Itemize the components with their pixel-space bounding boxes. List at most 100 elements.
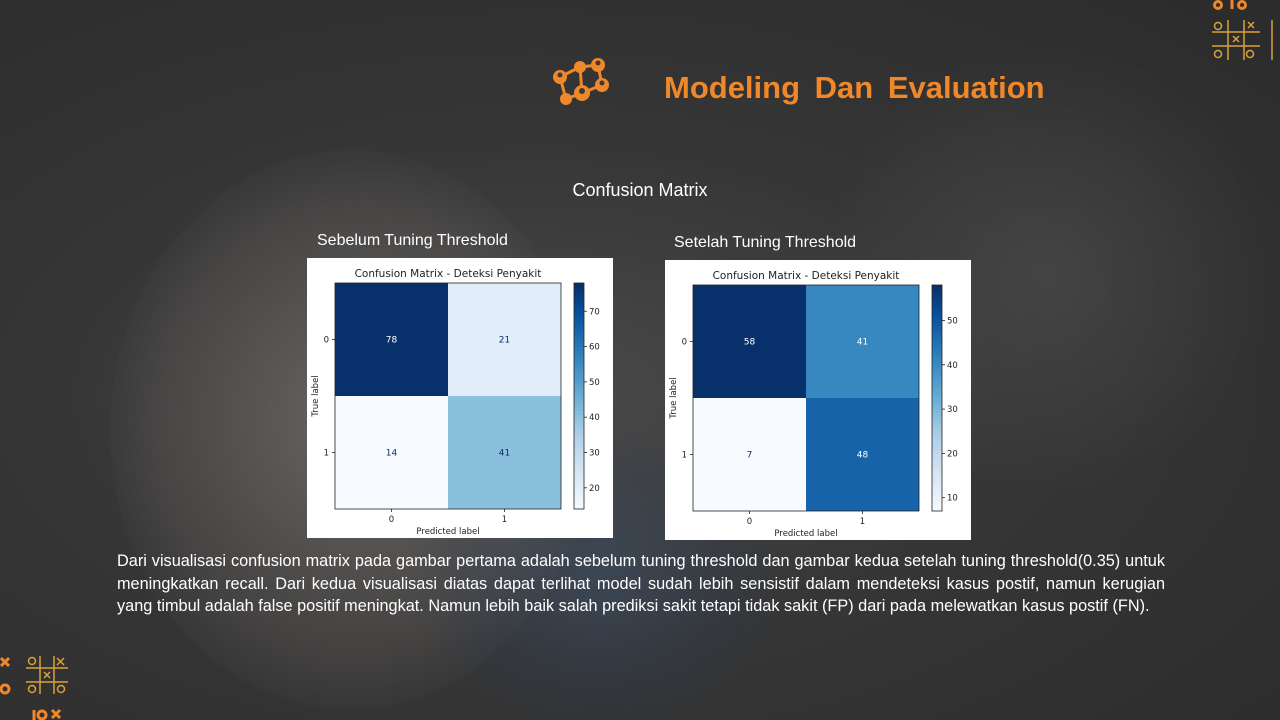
colorbar-segment bbox=[932, 341, 942, 346]
colorbar-segment bbox=[574, 501, 584, 506]
colorbar-segment bbox=[932, 398, 942, 403]
colorbar-tick-label: 30 bbox=[947, 405, 958, 415]
colorbar-segment bbox=[932, 469, 942, 474]
colorbar-segment bbox=[574, 343, 584, 348]
caption-before: Sebelum Tuning Threshold bbox=[317, 232, 508, 249]
colorbar-segment bbox=[932, 446, 942, 452]
colorbar-segment bbox=[574, 441, 584, 446]
matrix-frame bbox=[334, 282, 562, 510]
colorbar-segment bbox=[932, 428, 942, 433]
colorbar-segment bbox=[932, 507, 942, 512]
matrix-cell bbox=[806, 285, 919, 398]
confusion-matrix-before: Confusion Matrix - Deteksi Penyakit 78 21 1… bbox=[307, 258, 613, 538]
colorbar-segment bbox=[932, 413, 942, 418]
y-tick-label: 0 bbox=[682, 338, 687, 348]
confusion-matrix-after: Confusion Matrix - Deteksi Penyakit 58 41 7… bbox=[665, 260, 971, 540]
colorbar-segment bbox=[932, 488, 942, 493]
colorbar-segment bbox=[574, 369, 584, 374]
colorbar-tick-label: 50 bbox=[947, 316, 958, 326]
colorbar-segment bbox=[574, 407, 584, 412]
colorbar-segment bbox=[932, 390, 942, 395]
colorbar-segment bbox=[932, 315, 942, 320]
colorbar-segment bbox=[574, 433, 584, 439]
colorbar-segment bbox=[932, 462, 942, 467]
colorbar-tick-label: 30 bbox=[589, 449, 600, 459]
colorbar-segment bbox=[574, 411, 584, 416]
x-tick-label: 1 bbox=[502, 515, 507, 525]
colorbar-segment bbox=[574, 286, 584, 292]
colorbar-segment bbox=[574, 320, 584, 326]
colorbar-segment bbox=[932, 484, 942, 489]
colorbar-segment bbox=[932, 296, 942, 301]
colorbar-segment bbox=[932, 480, 942, 486]
colorbar-segment bbox=[574, 497, 584, 503]
colorbar-segment bbox=[932, 405, 942, 410]
cell-value-label: 41 bbox=[499, 449, 510, 459]
colorbar-tick-label: 10 bbox=[947, 494, 958, 504]
heatmap-before: Confusion Matrix - Deteksi Penyakit 78 21 1… bbox=[311, 268, 600, 537]
y-tick-label: 1 bbox=[682, 451, 687, 461]
colorbar-segment bbox=[574, 429, 584, 435]
colorbar-segment bbox=[932, 382, 942, 388]
colorbar-segment bbox=[574, 392, 584, 397]
colorbar-frame bbox=[573, 282, 585, 510]
colorbar-segment bbox=[932, 288, 942, 294]
colorbar-segment bbox=[932, 352, 942, 358]
colorbar-segment bbox=[932, 345, 942, 350]
network-nodes-icon bbox=[553, 58, 609, 105]
colorbar-segment bbox=[574, 328, 584, 333]
cell-value-label: 58 bbox=[744, 338, 756, 348]
colorbar-segment bbox=[574, 365, 584, 371]
description-paragraph: Dari visualisasi confusion matrix pada g… bbox=[117, 552, 1165, 615]
colorbar-segment bbox=[574, 493, 584, 499]
colorbar-segment bbox=[932, 450, 942, 456]
colorbar-segment bbox=[932, 318, 942, 324]
cell-value-label: 14 bbox=[386, 449, 398, 459]
colorbar-segment bbox=[574, 339, 584, 344]
colorbar-segment bbox=[574, 460, 584, 465]
colorbar-segment bbox=[932, 424, 942, 429]
colorbar-segment bbox=[574, 362, 584, 367]
colorbar-segment bbox=[574, 414, 584, 420]
y-tick-label: 1 bbox=[324, 449, 329, 459]
colorbar-segment bbox=[574, 396, 584, 401]
cell-value-label: 41 bbox=[857, 338, 868, 348]
colorbar-segment bbox=[574, 354, 584, 359]
colorbar-segment bbox=[932, 360, 942, 365]
x-tick-label: 1 bbox=[860, 517, 865, 527]
colorbar-segment bbox=[932, 492, 942, 497]
colorbar-segment bbox=[574, 377, 584, 382]
colorbar-tick-label: 60 bbox=[589, 343, 600, 353]
colorbar-frame bbox=[931, 284, 943, 512]
colorbar-segment bbox=[932, 379, 942, 384]
colorbar-segment bbox=[932, 409, 942, 414]
x-axis-label: Predicted label bbox=[774, 529, 837, 539]
colorbar-segment bbox=[574, 301, 584, 307]
matrix-cell bbox=[806, 398, 919, 511]
colorbar-segment bbox=[574, 347, 584, 352]
colorbar-segment bbox=[932, 443, 942, 448]
colorbar-segment bbox=[574, 418, 584, 423]
tic-tac-toe-decoration-bottom-left bbox=[0, 656, 68, 720]
colorbar-segment bbox=[932, 371, 942, 376]
colorbar-segment bbox=[932, 431, 942, 437]
colorbar-segment bbox=[932, 386, 942, 392]
colorbar-segment bbox=[574, 444, 584, 450]
colorbar-segment bbox=[932, 349, 942, 354]
colorbar-tick-label: 50 bbox=[589, 378, 600, 388]
matrix-cell bbox=[448, 283, 561, 396]
colorbar-segment bbox=[932, 401, 942, 407]
colorbar-segment bbox=[932, 477, 942, 482]
colorbar-segment bbox=[932, 303, 942, 309]
colorbar-segment bbox=[574, 422, 584, 427]
colorbar-segment bbox=[574, 316, 584, 322]
colorbar-segment bbox=[932, 503, 942, 508]
colorbar-segment bbox=[932, 311, 942, 316]
colorbar-segment bbox=[932, 364, 942, 369]
tic-tac-toe-decoration-top-right bbox=[1212, 0, 1273, 60]
colorbar-segment bbox=[574, 490, 584, 495]
colorbar-segment bbox=[932, 465, 942, 471]
caption-after: Setelah Tuning Threshold bbox=[674, 234, 857, 251]
chart-title: Confusion Matrix - Deteksi Penyakit bbox=[713, 270, 900, 282]
